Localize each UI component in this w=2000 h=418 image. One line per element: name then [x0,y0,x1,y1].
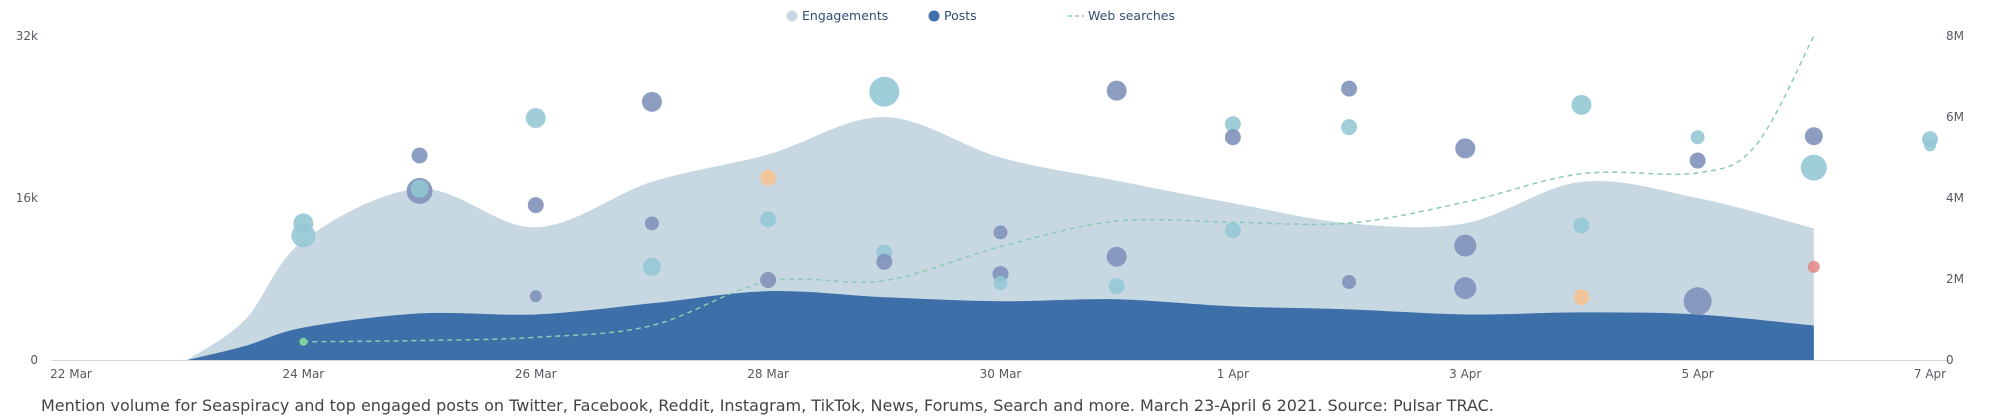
top-post-bubble [993,225,1008,240]
top-post-bubble [1455,138,1476,159]
top-post-bubble [527,197,544,214]
web-searches-start-marker [299,337,308,346]
top-post-bubble [1341,80,1358,97]
y-left-axis-ticks: 0 16k 32k [16,29,38,367]
line-series [299,35,1815,346]
top-post-bubble [1108,278,1125,295]
y-right-tick-label: 0 [1946,353,1954,367]
top-post-bubble [869,76,900,107]
top-post-bubble [1573,217,1590,234]
top-post-bubble [411,147,428,164]
x-axis-ticks: 22 Mar 24 Mar 26 Mar 28 Mar 30 Mar 1 Apr 3 Apr… [50,367,1946,381]
top-post-bubble [1224,116,1241,133]
top-post-bubble [1804,127,1823,146]
legend-web-searches-label: Web searches [1088,8,1175,23]
top-post-bubble [1683,287,1712,316]
top-post-bubble [644,216,659,231]
top-post-bubble [876,253,893,270]
top-post-bubble [1573,289,1590,306]
y-right-axis-ticks: 0 2M 4M 6M 8M [1946,29,1964,367]
legend-posts-marker [928,10,940,22]
posts-area [187,291,1814,360]
legend-engagements-marker [786,10,798,22]
top-post-bubble [1454,234,1477,257]
top-post-bubble [642,257,661,276]
top-post-bubble [1106,80,1127,101]
y-left-tick-label: 16k [16,191,38,205]
top-post-bubble [760,211,777,228]
x-tick-label: 7 Apr [1914,367,1946,381]
x-tick-label: 24 Mar [283,367,325,381]
top-post-bubble [1924,139,1936,152]
legend-posts-label: Posts [944,8,977,23]
top-post-bubble [641,91,662,112]
top-posts-bubbles [291,76,1938,316]
mention-volume-chart: Engagements Posts Web searches 22 Mar 24 Ma… [16,8,1964,381]
top-post-bubble [1800,154,1827,181]
y-right-tick-label: 2M [1946,272,1964,286]
top-post-bubble [1224,129,1241,146]
x-tick-label: 5 Apr [1682,367,1714,381]
y-right-tick-label: 8M [1946,29,1964,43]
x-tick-label: 28 Mar [747,367,789,381]
x-tick-label: 22 Mar [50,367,92,381]
top-post-bubble [1106,246,1127,267]
top-post-bubble [1690,130,1705,145]
top-post-bubble [525,108,546,129]
top-post-bubble [1342,275,1357,290]
top-post-bubble [291,223,316,248]
top-post-bubble [1571,94,1592,115]
y-left-tick-label: 32k [16,29,38,43]
top-post-bubble [760,272,777,289]
y-right-tick-label: 4M [1946,191,1964,205]
top-post-bubble [1454,277,1477,300]
legend: Engagements Posts Web searches [786,8,1175,23]
top-post-bubble [1689,152,1706,169]
top-post-bubble [410,179,429,198]
x-tick-label: 30 Mar [980,367,1022,381]
x-tick-label: 3 Apr [1449,367,1481,381]
x-tick-label: 1 Apr [1217,367,1249,381]
legend-engagements-label: Engagements [802,8,888,23]
x-tick-label: 26 Mar [515,367,557,381]
top-post-bubble [1807,260,1820,273]
top-post-bubble [993,276,1008,291]
top-post-bubble [529,290,542,303]
top-post-bubble [1224,222,1241,239]
top-post-bubble [1341,119,1358,136]
chart-caption: Mention volume for Seaspiracy and top en… [41,396,1494,415]
top-post-bubble [760,169,777,186]
y-right-tick-label: 6M [1946,110,1964,124]
y-left-tick-label: 0 [30,353,38,367]
